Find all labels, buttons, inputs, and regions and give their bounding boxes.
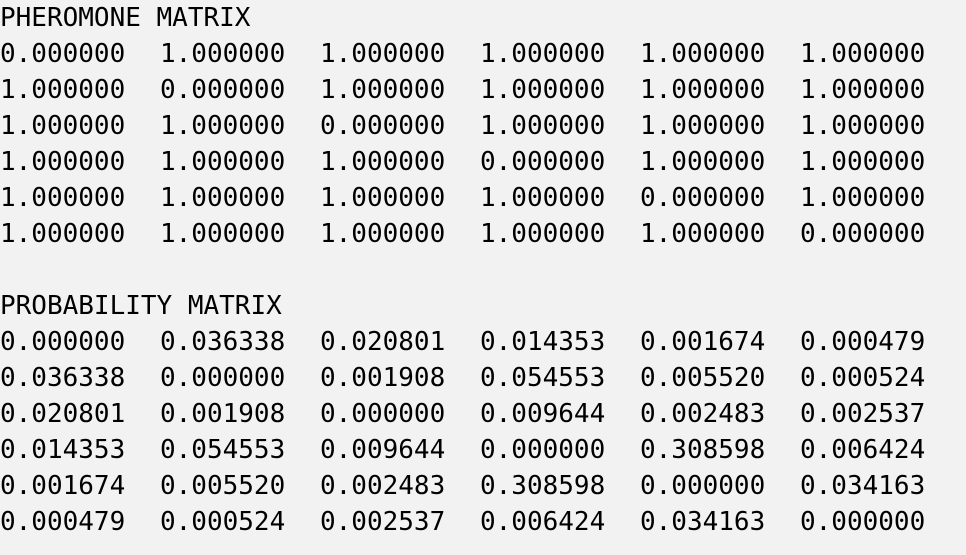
pheromone-matrix-cell: 1.000000	[0, 75, 126, 105]
probability-matrix-row: 0.036338 0.000000 0.001908 0.054553 0.005520…	[0, 360, 966, 396]
probability-matrix-cell: 0.020801	[320, 327, 446, 357]
probability-matrix-cell: 0.001674	[0, 471, 126, 501]
pheromone-matrix-cell: 1.000000	[320, 147, 446, 177]
pheromone-matrix-cell: 0.000000	[320, 111, 446, 141]
pheromone-matrix-cell: 1.000000	[0, 147, 126, 177]
probability-matrix-cell: 0.001908	[160, 399, 286, 429]
pheromone-matrix-cell: 1.000000	[480, 75, 606, 105]
probability-matrix-row: 0.001674 0.005520 0.002483 0.308598 0.000000…	[0, 468, 966, 504]
probability-matrix-cell: 0.308598	[640, 435, 766, 465]
probability-matrix-cell: 0.014353	[480, 327, 606, 357]
pheromone-matrix-row: 0.000000 1.000000 1.000000 1.000000 1.000000…	[0, 36, 966, 72]
probability-matrix-cell: 0.000000	[800, 507, 926, 537]
pheromone-matrix-row: 1.000000 1.000000 0.000000 1.000000 1.000000…	[0, 108, 966, 144]
pheromone-matrix-cell: 0.000000	[480, 147, 606, 177]
pheromone-matrix-cell: 1.000000	[640, 39, 766, 69]
pheromone-matrix-cell: 1.000000	[480, 111, 606, 141]
pheromone-matrix-cell: 1.000000	[800, 75, 926, 105]
probability-matrix-cell: 0.034163	[800, 471, 926, 501]
probability-matrix-cell: 0.308598	[480, 471, 606, 501]
pheromone-matrix: 0.000000 1.000000 1.000000 1.000000 1.000000…	[0, 36, 966, 252]
pheromone-matrix-cell: 1.000000	[640, 75, 766, 105]
probability-matrix-row: 0.020801 0.001908 0.000000 0.009644 0.002483…	[0, 396, 966, 432]
pheromone-matrix-row: 1.000000 0.000000 1.000000 1.000000 1.000000…	[0, 72, 966, 108]
probability-matrix-cell: 0.002537	[320, 507, 446, 537]
probability-matrix-cell: 0.000000	[480, 435, 606, 465]
pheromone-matrix-cell: 1.000000	[640, 147, 766, 177]
pheromone-matrix-cell: 1.000000	[320, 39, 446, 69]
probability-matrix-cell: 0.002483	[640, 399, 766, 429]
probability-matrix-cell: 0.000000	[0, 327, 126, 357]
pheromone-matrix-cell: 1.000000	[160, 39, 286, 69]
pheromone-matrix-row: 1.000000 1.000000 1.000000 1.000000 1.000000…	[0, 216, 966, 252]
pheromone-matrix-cell: 0.000000	[160, 75, 286, 105]
pheromone-matrix-cell: 1.000000	[0, 219, 126, 249]
probability-matrix-cell: 0.036338	[160, 327, 286, 357]
probability-matrix-cell: 0.002483	[320, 471, 446, 501]
pheromone-matrix-cell: 1.000000	[160, 147, 286, 177]
pheromone-matrix-cell: 1.000000	[480, 183, 606, 213]
probability-matrix-cell: 0.009644	[320, 435, 446, 465]
pheromone-matrix-cell: 1.000000	[160, 111, 286, 141]
probability-matrix-cell: 0.000000	[160, 363, 286, 393]
probability-matrix-cell: 0.006424	[800, 435, 926, 465]
probability-matrix-cell: 0.001908	[320, 363, 446, 393]
pheromone-matrix-cell: 1.000000	[800, 111, 926, 141]
pheromone-matrix-cell: 1.000000	[640, 111, 766, 141]
probability-matrix-cell: 0.034163	[640, 507, 766, 537]
probability-matrix-cell: 0.014353	[0, 435, 126, 465]
blank-line	[0, 252, 966, 288]
probability-matrix-row: 0.000479 0.000524 0.002537 0.006424 0.034163…	[0, 504, 966, 540]
pheromone-matrix-row: 1.000000 1.000000 1.000000 0.000000 1.000000…	[0, 144, 966, 180]
pheromone-matrix-cell: 1.000000	[640, 219, 766, 249]
pheromone-matrix-cell: 0.000000	[0, 39, 126, 69]
pheromone-matrix-cell: 0.000000	[640, 183, 766, 213]
pheromone-matrix-cell: 1.000000	[800, 147, 926, 177]
probability-matrix-cell: 0.006424	[480, 507, 606, 537]
pheromone-matrix-cell: 0.000000	[800, 219, 926, 249]
probability-matrix-cell: 0.000524	[800, 363, 926, 393]
probability-matrix-cell: 0.005520	[160, 471, 286, 501]
pheromone-matrix-cell: 1.000000	[800, 39, 926, 69]
pheromone-matrix-cell: 1.000000	[0, 111, 126, 141]
probability-matrix-cell: 0.000479	[800, 327, 926, 357]
probability-matrix-cell: 0.005520	[640, 363, 766, 393]
probability-matrix: 0.000000 0.036338 0.020801 0.014353 0.001674…	[0, 324, 966, 540]
pheromone-matrix-cell: 1.000000	[0, 183, 126, 213]
probability-matrix-title: PROBABILITY MATRIX	[0, 291, 282, 321]
pheromone-matrix-cell: 1.000000	[480, 39, 606, 69]
probability-matrix-cell: 0.000479	[0, 507, 126, 537]
pheromone-matrix-cell: 1.000000	[320, 75, 446, 105]
probability-matrix-cell: 0.000524	[160, 507, 286, 537]
probability-matrix-row: 0.014353 0.054553 0.009644 0.000000 0.308598…	[0, 432, 966, 468]
probability-matrix-cell: 0.000000	[640, 471, 766, 501]
probability-matrix-cell: 0.020801	[0, 399, 126, 429]
probability-matrix-cell: 0.036338	[0, 363, 126, 393]
probability-matrix-cell: 0.054553	[480, 363, 606, 393]
probability-matrix-row: 0.000000 0.036338 0.020801 0.014353 0.001674…	[0, 324, 966, 360]
probability-matrix-cell: 0.001674	[640, 327, 766, 357]
pheromone-matrix-cell: 1.000000	[800, 183, 926, 213]
pheromone-matrix-cell: 1.000000	[320, 183, 446, 213]
pheromone-matrix-cell: 1.000000	[320, 219, 446, 249]
probability-matrix-cell: 0.002537	[800, 399, 926, 429]
pheromone-matrix-title: PHEROMONE MATRIX	[0, 3, 251, 33]
pheromone-matrix-cell: 1.000000	[480, 219, 606, 249]
pheromone-matrix-cell: 1.000000	[160, 219, 286, 249]
probability-matrix-cell: 0.000000	[320, 399, 446, 429]
pheromone-matrix-row: 1.000000 1.000000 1.000000 1.000000 0.000000…	[0, 180, 966, 216]
probability-matrix-cell: 0.054553	[160, 435, 286, 465]
pheromone-matrix-cell: 1.000000	[160, 183, 286, 213]
probability-matrix-cell: 0.009644	[480, 399, 606, 429]
